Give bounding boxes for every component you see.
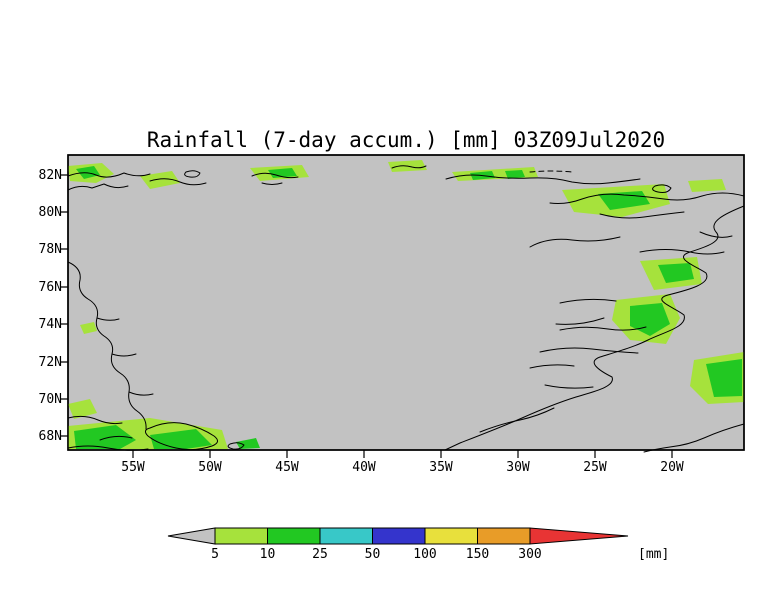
lat-axis: 82N 80N 78N 76N 74N 72N 70N 68N [39,168,62,444]
coastline-path [559,326,647,331]
rain-patch-green [505,170,525,179]
colorbar: 5 10 25 50 100 150 300 [mm] [167,527,669,562]
coastline-path [227,442,245,450]
rain-patch-light [80,322,97,334]
rain-patch-green [268,168,297,178]
coastline-path [529,236,621,248]
coastline-path [67,183,129,191]
coastline-path [549,192,745,204]
colorbar-level-label: 100 [413,547,436,562]
colorbar-level-label: 300 [518,547,541,562]
colorbar-level-label: 50 [365,547,381,562]
coastline-path [445,174,641,185]
coastline-path [559,298,617,304]
coastline-path-dashed [529,170,573,173]
coastline-path [652,184,672,193]
lon-tick-label: 50W [198,460,222,475]
lon-tick-label: 30W [506,460,530,475]
lat-tick-label: 72N [39,355,62,370]
lat-tick-label: 68N [39,429,62,444]
coastline-path [699,231,733,238]
colorbar-segment [214,527,268,545]
rain-patches [68,160,744,449]
lat-tick-marks [60,174,68,437]
colorbar-segment [424,527,478,545]
coastline-path [261,182,283,185]
colorbar-level-label: 10 [260,547,276,562]
coastline-path [67,172,151,178]
rain-patch-green [236,438,260,449]
coastline-path [391,165,427,169]
lat-tick-label: 82N [39,168,62,183]
colorbar-segment [372,527,426,545]
rain-patch-light [68,399,97,419]
lat-tick-label: 70N [39,392,62,407]
colorbar-right-arrow [529,527,629,545]
lat-tick-label: 76N [39,280,62,295]
lon-axis: 55W 50W 45W 40W 35W 30W 25W 20W [121,460,684,475]
rain-patch-green [74,425,136,449]
coastline-path [96,317,120,321]
lat-tick-label: 74N [39,317,62,332]
lat-tick-label: 78N [39,242,62,257]
chart-title: Rainfall (7-day accum.) [mm] 03Z09Jul202… [147,128,665,152]
lon-tick-label: 45W [275,460,299,475]
lat-tick-label: 80N [39,205,62,220]
coastline-path [184,170,201,178]
coastline-path [539,347,639,354]
colorbar-segment [477,527,531,545]
coastline-path [251,172,299,179]
coastline-path [444,205,745,451]
coastline-path [144,422,218,451]
coastline-path [149,178,207,186]
coastline-path [128,391,154,396]
lon-tick-label: 55W [121,460,145,475]
coastline-path [555,317,605,325]
lon-tick-label: 35W [429,460,453,475]
lon-tick-label: 20W [660,460,684,475]
rain-patch-light [688,179,726,192]
colorbar-left-arrow [167,527,216,545]
rain-patch-green [658,263,694,283]
coastline-path [599,211,685,219]
colorbar-level-label: 150 [466,547,489,562]
coastline-path [111,353,137,357]
map-frame [67,154,745,451]
coastline-path [67,261,147,430]
coastline-path [479,407,555,433]
colorbar-level-label: 25 [312,547,328,562]
colorbar-segment [319,527,373,545]
rain-patch-green [630,303,670,336]
colorbar-level-label: 5 [211,547,219,562]
rain-patch-light [140,171,180,189]
colorbar-segment [267,527,321,545]
coastline-path [544,384,594,389]
rain-patch-green [706,359,742,397]
coastline-path [99,435,133,441]
lon-tick-label: 25W [583,460,607,475]
coastline-path [67,415,123,425]
coastline-path [639,249,725,255]
coastline-path [529,364,575,369]
lon-tick-marks [132,450,673,458]
lon-tick-label: 40W [352,460,376,475]
rain-patch-green [150,429,212,449]
colorbar-unit-label: [mm] [638,547,669,562]
